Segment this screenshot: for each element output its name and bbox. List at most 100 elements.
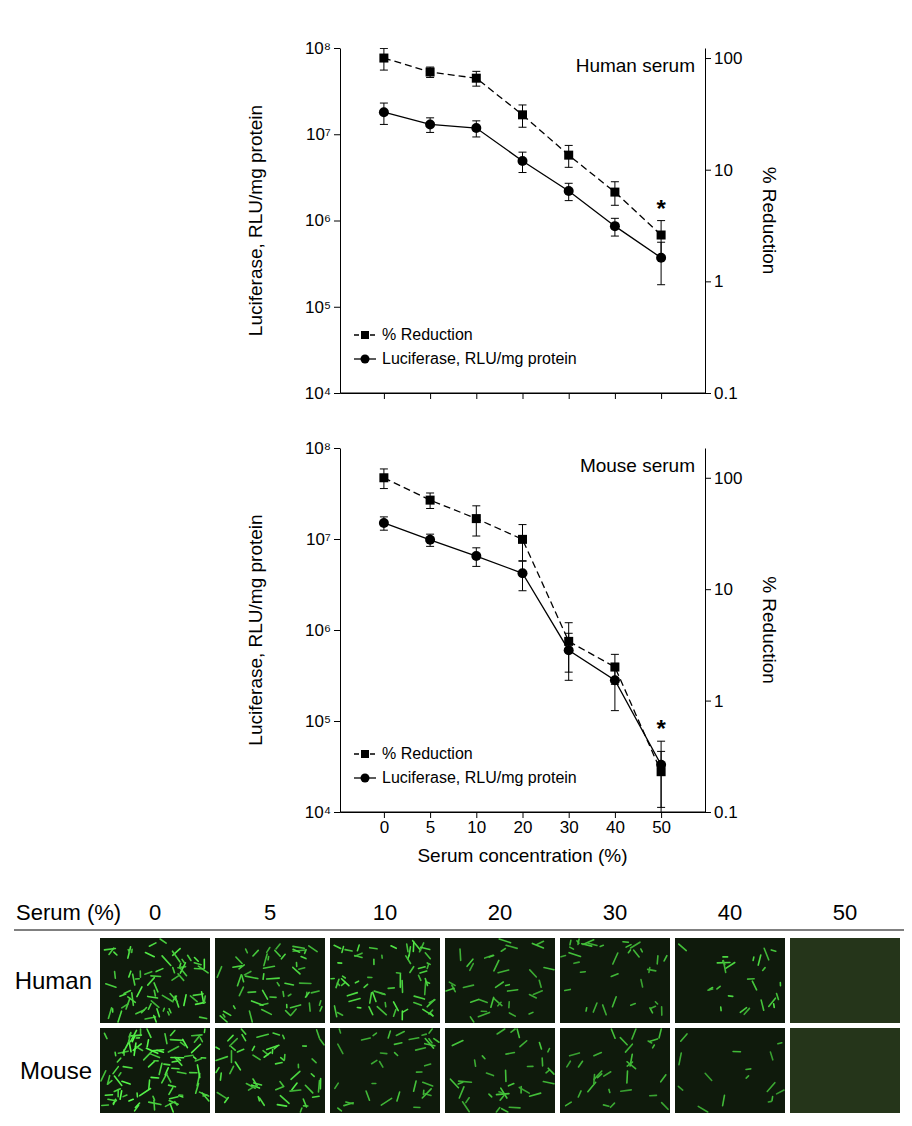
micrograph: [100, 1028, 210, 1113]
fluorescent-cell: [496, 1108, 499, 1112]
fluorescent-cell: [380, 1061, 383, 1067]
legend: % ReductionLuciferase, RLU/mg protein: [354, 745, 577, 786]
error-cap: [519, 560, 527, 561]
fluorescent-cell: [123, 1067, 132, 1068]
micrograph: [675, 938, 785, 1023]
fluorescent-cell: [262, 1010, 272, 1015]
fluorescent-cell: [291, 1071, 300, 1079]
error-cap: [380, 530, 388, 531]
fluorescent-cell: [148, 996, 158, 998]
y2-axis-title: % Reduction: [759, 167, 780, 275]
error-bar: [426, 67, 434, 77]
fluorescent-cell: [114, 1076, 121, 1085]
fluorescent-cell: [570, 947, 574, 949]
fluorescent-cell: [249, 1011, 252, 1022]
fluorescent-cell: [319, 1001, 320, 1005]
micrograph: [790, 1028, 900, 1113]
fluorescent-cell: [264, 966, 275, 968]
x-tick-mark: [615, 393, 616, 399]
error-bar: [472, 548, 480, 567]
fluorescent-cell: [179, 1094, 182, 1096]
fluorescent-cell: [381, 1098, 391, 1105]
chart-title: Human serum: [576, 55, 695, 76]
y-axis: 10⁴10⁵10⁶10⁷10⁸: [305, 439, 341, 822]
fluorescent-cell: [777, 993, 779, 999]
fluorescent-cell: [422, 1034, 426, 1035]
fluorescent-cell: [305, 950, 307, 954]
fluorescent-cell: [200, 1017, 207, 1018]
fluorescent-cell: [509, 1106, 520, 1108]
fluorescent-cell: [546, 1070, 549, 1073]
fluorescent-cell: [641, 980, 643, 987]
marker: [656, 253, 666, 263]
fluorescent-cell: [104, 1033, 107, 1038]
fluorescent-cell: [106, 984, 116, 987]
fluorescent-cell: [293, 950, 305, 951]
fluorescent-cell: [625, 1044, 632, 1052]
fluorescent-cell: [101, 1071, 106, 1081]
fluorescent-cell: [593, 1074, 595, 1084]
fluorescent-cell: [485, 955, 493, 958]
fluorescent-cell: [374, 991, 384, 994]
fluorescent-cell: [338, 1108, 342, 1111]
fluorescent-cell: [373, 959, 375, 964]
micrograph-background: [560, 1028, 670, 1113]
fluorescent-cell: [467, 959, 473, 966]
y2-tick: 10: [705, 161, 733, 180]
micrograph-background: [445, 1028, 555, 1113]
error-cap: [426, 132, 434, 133]
fluorescent-cell: [502, 1109, 508, 1112]
fluorescent-cell: [506, 1053, 514, 1055]
fluorescent-cell: [169, 1088, 173, 1095]
marker: [657, 231, 666, 240]
fluorescent-cell: [203, 1094, 207, 1097]
fluorescent-cell: [336, 979, 339, 987]
micrograph-background: [215, 938, 325, 1023]
fluorescent-cell: [102, 1104, 109, 1106]
fluorescent-cell: [370, 948, 377, 949]
fluorescent-cell: [509, 1013, 515, 1016]
fluorescent-cell: [129, 1099, 133, 1101]
error-bar: [611, 663, 619, 710]
fluorescent-cell: [260, 1098, 265, 1105]
fluorescent-cell: [449, 982, 455, 985]
fluorescent-cell: [446, 988, 454, 991]
fluorescent-cell: [164, 1063, 170, 1065]
fluorescent-cell: [154, 990, 155, 996]
fluorescent-cell: [489, 955, 493, 957]
fluorescent-cell: [286, 1011, 291, 1016]
fluorescent-cell: [511, 1029, 515, 1032]
fluorescent-cell: [459, 1087, 464, 1098]
error-bar: [472, 71, 480, 86]
fluorescent-cell: [362, 1038, 371, 1040]
legend-item: % Reduction: [354, 326, 473, 343]
fluorescent-cell: [170, 1039, 183, 1041]
micrograph-background: [330, 1028, 440, 1113]
fluorescent-cell: [758, 955, 761, 965]
fluorescent-cell: [172, 976, 178, 980]
error-cap: [611, 181, 619, 182]
fluorescent-cell: [347, 993, 357, 996]
fluorescent-cell: [626, 1071, 628, 1083]
fluorescent-cell: [578, 939, 579, 944]
fluorescent-cell: [349, 998, 360, 1001]
fluorescent-cell: [173, 968, 175, 973]
fluorescent-cell: [132, 993, 134, 1005]
fluorescent-cell: [137, 987, 142, 997]
y2-tick-label: 100: [714, 469, 742, 488]
fluorescent-cell: [399, 974, 401, 987]
y2-tick-label: 1: [714, 272, 723, 291]
fluorescent-cell: [252, 1046, 254, 1050]
y-tick-label: 10⁸: [305, 439, 331, 458]
x-axis-frame: [340, 393, 705, 394]
x-tick-mark: [430, 393, 431, 399]
fluorescent-cell: [508, 990, 518, 991]
fluorescent-cell: [419, 975, 421, 980]
y2-tick-label: 100: [714, 49, 742, 68]
fluorescent-cell: [236, 957, 242, 964]
error-cap: [426, 67, 434, 68]
y-tick: 10⁸: [305, 439, 340, 458]
error-bar: [565, 633, 573, 680]
fluorescent-cell: [401, 981, 403, 993]
fluorescent-cell: [108, 1008, 111, 1019]
